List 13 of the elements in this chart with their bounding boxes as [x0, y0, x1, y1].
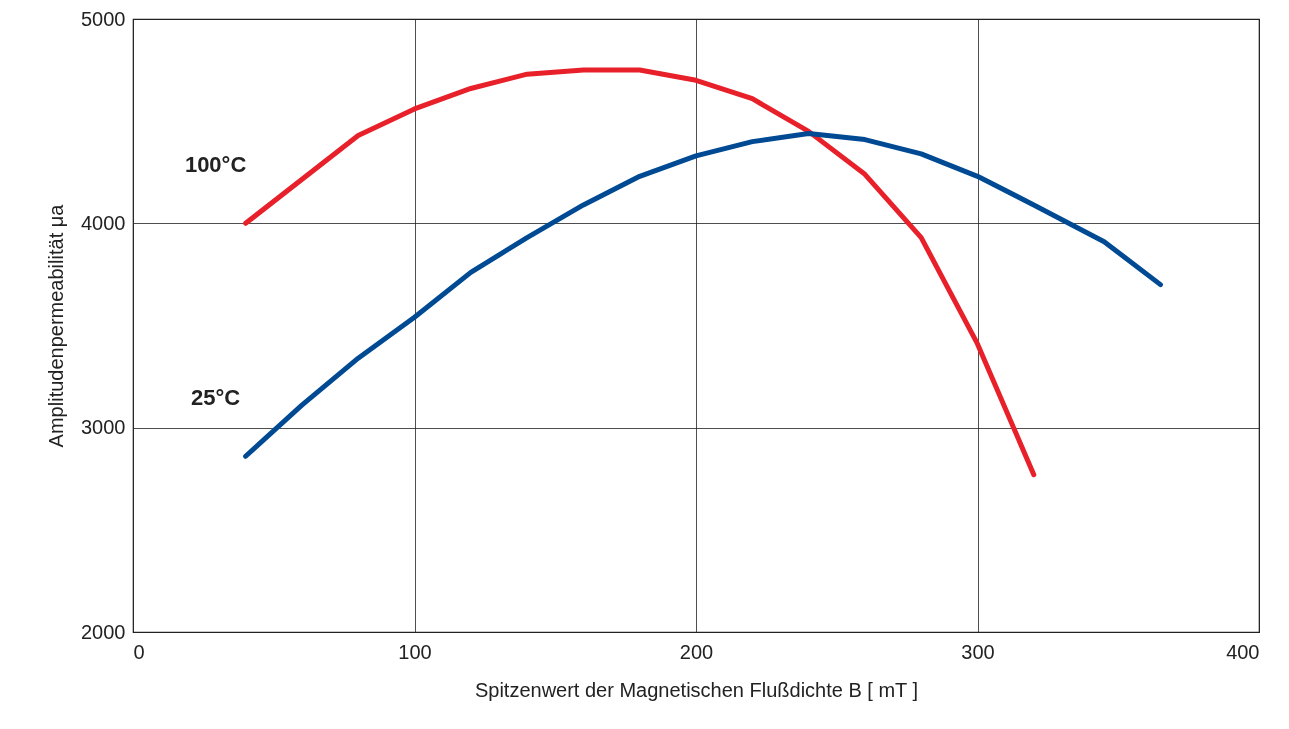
x-tick-label: 200 — [679, 640, 714, 663]
y-tick-label: 5000 — [81, 7, 126, 30]
x-tick-label: 300 — [961, 640, 995, 663]
series-label: 100°C — [184, 152, 247, 178]
y-axis-title: Amplitudenpermeabilität μa — [45, 203, 68, 448]
y-tick-label: 4000 — [81, 211, 126, 234]
x-tick-label: 100 — [398, 640, 432, 663]
x-tick-label: 0 — [133, 640, 145, 663]
x-axis-title: Spitzenwert der Magnetischen Flußdichte B [ mT ] — [474, 678, 919, 701]
x-tick-label: 400 — [1226, 640, 1260, 663]
series-label: 25°C — [191, 385, 241, 411]
y-tick-label: 2000 — [81, 620, 126, 643]
y-tick-label: 3000 — [81, 416, 126, 439]
